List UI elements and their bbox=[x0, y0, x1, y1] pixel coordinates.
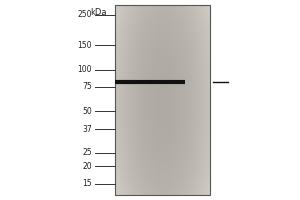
Text: 50: 50 bbox=[82, 107, 92, 116]
Text: 37: 37 bbox=[82, 125, 92, 134]
Text: 150: 150 bbox=[77, 41, 92, 50]
Text: 25: 25 bbox=[82, 148, 92, 157]
Text: 75: 75 bbox=[82, 82, 92, 91]
Text: 15: 15 bbox=[82, 179, 92, 188]
Text: kDa: kDa bbox=[91, 8, 107, 17]
Bar bbox=[115, 5, 210, 195]
Text: 100: 100 bbox=[77, 65, 92, 74]
Text: 20: 20 bbox=[82, 162, 92, 171]
Text: 250: 250 bbox=[77, 10, 92, 19]
